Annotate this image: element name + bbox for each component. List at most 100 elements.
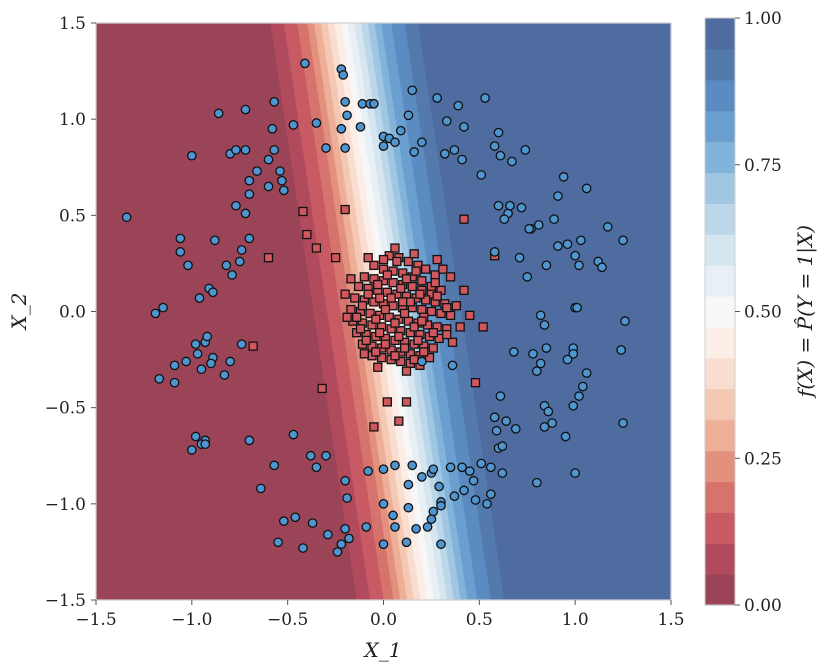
y-tick-label: 1.5 [59, 14, 86, 34]
data-point-circle [263, 154, 274, 165]
data-point-square [409, 322, 419, 332]
data-point-circle [445, 462, 456, 473]
data-point-circle [489, 247, 500, 257]
data-point-circle [231, 145, 241, 155]
data-point-circle [221, 260, 232, 271]
data-point-square [417, 276, 427, 286]
data-point-circle [535, 358, 546, 369]
data-point-square [438, 264, 448, 274]
data-point-circle [290, 512, 301, 523]
data-point-square [401, 366, 412, 376]
colorbar-segment [705, 388, 735, 421]
data-point-square [363, 252, 373, 263]
data-point-square [342, 312, 352, 322]
colorbar-segment [705, 265, 735, 297]
colorbar-segment [705, 203, 735, 235]
data-point-square [363, 289, 373, 299]
scatter-points [121, 58, 630, 557]
data-point-circle [495, 150, 506, 161]
colorbar-segment [705, 110, 735, 143]
data-point-circle [464, 466, 475, 476]
data-point-circle [244, 175, 255, 186]
data-point-circle [194, 293, 205, 303]
data-point-square [386, 293, 396, 303]
data-point-circle [342, 493, 352, 503]
colorbar-segment [705, 234, 735, 266]
data-point-square [445, 310, 456, 320]
data-point-square [346, 304, 356, 315]
x-tick-label: −1.5 [75, 610, 116, 630]
data-point-circle [453, 100, 464, 111]
data-point-square [430, 277, 440, 288]
data-point-circle [390, 137, 400, 148]
data-point-circle [208, 287, 218, 298]
data-point-square [380, 339, 391, 349]
colorbar-segment [705, 357, 735, 390]
data-point-circle [489, 412, 500, 423]
data-point-circle [388, 510, 398, 521]
data-point-square [478, 322, 488, 332]
data-point-square [407, 281, 417, 292]
x-tick-label: 0.0 [370, 610, 397, 630]
data-point-circle [495, 391, 506, 401]
data-point-square [432, 291, 442, 301]
data-point-square [421, 264, 431, 274]
data-point-circle [416, 356, 427, 367]
data-point-circle [273, 537, 283, 548]
data-point-circle [426, 514, 437, 525]
data-point-circle [409, 147, 420, 157]
data-point-circle [340, 523, 351, 534]
data-point-square [361, 335, 371, 346]
data-point-square [442, 329, 452, 340]
data-point-circle [577, 381, 588, 392]
data-point-circle [553, 191, 563, 201]
x-tick-label: 1.5 [657, 610, 684, 630]
data-point-circle [332, 547, 343, 557]
data-point-square [373, 279, 383, 290]
data-point-circle [570, 468, 581, 478]
data-point-circle [520, 145, 531, 155]
data-point-circle [244, 435, 255, 446]
data-point-square [447, 337, 458, 347]
colorbar-tick-label: 0.00 [744, 596, 782, 616]
data-point-circle [568, 400, 579, 411]
data-point-circle [574, 260, 584, 271]
x-tick-label: −0.5 [267, 610, 308, 630]
data-point-square [390, 318, 400, 328]
data-point-circle [549, 214, 559, 225]
data-point-circle [434, 481, 444, 492]
data-point-square [409, 354, 419, 365]
data-point-square [394, 416, 404, 426]
data-point-circle [539, 422, 550, 432]
data-point-circle [510, 423, 521, 434]
data-point-square [388, 301, 398, 311]
data-point-circle [597, 262, 607, 273]
y-axis-ticks: −1.5 −1.0 −0.5 0.0 0.5 1.0 1.5 [45, 14, 96, 611]
data-point-circle [468, 475, 479, 486]
data-point-square [369, 422, 379, 432]
data-point-square [403, 256, 414, 267]
data-point-circle [121, 212, 132, 223]
data-point-square [419, 347, 429, 357]
data-point-circle [219, 370, 230, 380]
data-point-circle [416, 472, 427, 482]
data-point-square [428, 328, 438, 338]
colorbar-segment [705, 481, 735, 513]
data-point-circle [449, 491, 460, 501]
data-point-circle [581, 368, 592, 378]
data-point-circle [378, 498, 389, 509]
data-point-circle [269, 97, 280, 107]
data-point-circle [547, 418, 558, 428]
data-point-square [392, 256, 402, 267]
data-point-square [371, 314, 381, 324]
data-point-circle [300, 58, 310, 69]
data-point-circle [305, 450, 316, 461]
colorbar-segment [705, 574, 735, 606]
data-point-circle [576, 235, 586, 246]
probability-contour-background [96, 23, 671, 600]
data-point-circle [570, 250, 581, 261]
data-point-circle [489, 141, 500, 151]
data-point-circle [183, 260, 193, 271]
colorbar-segment [705, 18, 735, 50]
data-point-circle [531, 477, 542, 488]
